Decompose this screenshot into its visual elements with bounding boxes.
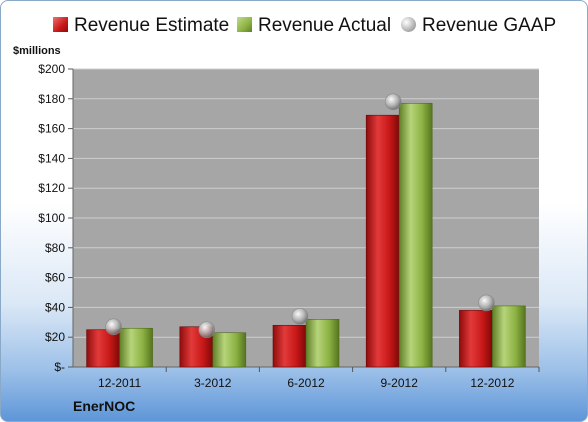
bar-actual	[212, 332, 247, 368]
y-tick-label: $80	[45, 241, 65, 255]
legend-item-gaap: Revenue GAAP	[401, 15, 556, 37]
bar-actual	[398, 102, 433, 368]
y-tick-label: $20	[45, 330, 65, 344]
gaap-marker	[198, 321, 216, 339]
legend-item-estimate: Revenue Estimate	[53, 15, 229, 37]
legend-label-estimate: Revenue Estimate	[74, 15, 230, 36]
bar-estimate	[459, 310, 493, 368]
actual-swatch	[237, 17, 252, 32]
bars	[86, 102, 526, 368]
y-tick-label: $200	[38, 62, 65, 76]
x-axis-ticks: 12-2011 3-2012 6-2012 9-2012 12-2012	[98, 367, 540, 390]
bar-estimate	[272, 324, 307, 368]
gaap-swatch	[401, 17, 416, 32]
bar-estimate	[86, 329, 120, 368]
gaap-markers	[105, 93, 495, 339]
legend: Revenue Estimate Revenue Actual Revenue …	[1, 15, 587, 43]
bar-estimate	[365, 114, 400, 368]
y-tick-label: $-	[54, 360, 65, 374]
y-tick-label: $120	[38, 181, 65, 195]
estimate-swatch	[53, 17, 68, 32]
bar-actual	[305, 319, 340, 368]
y-tick-label: $140	[38, 151, 65, 165]
bar-actual	[119, 327, 153, 368]
legend-item-actual: Revenue Actual	[237, 15, 391, 37]
gaap-marker	[105, 318, 122, 336]
y-tick-label: $100	[38, 211, 65, 225]
x-tick-label: 12-2012	[470, 376, 514, 390]
x-tick-label: 12-2011	[98, 376, 141, 390]
x-tick-label: 3-2012	[194, 376, 232, 390]
y-tick-label: $180	[38, 92, 65, 106]
y-tick-label: $40	[45, 300, 65, 314]
bar-actual	[492, 305, 526, 368]
y-tick-label: $160	[38, 122, 65, 136]
company-name: EnerNOC	[73, 398, 136, 414]
legend-label-gaap: Revenue GAAP	[422, 15, 557, 36]
gaap-marker	[291, 308, 309, 325]
x-tick-label: 9-2012	[381, 376, 419, 390]
gaap-marker	[478, 294, 495, 312]
x-tick-label: 6-2012	[287, 376, 325, 390]
gaap-marker	[384, 93, 402, 111]
y-tick-label: $60	[45, 271, 65, 285]
legend-label-actual: Revenue Actual	[258, 15, 392, 36]
y-axis-unit-label: $millions	[13, 45, 61, 57]
